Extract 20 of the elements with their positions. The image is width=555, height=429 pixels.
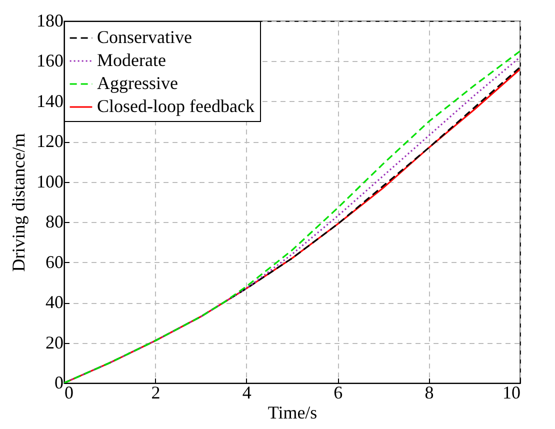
y-tick-label: 80 — [46, 212, 64, 232]
x-tick-label: 8 — [424, 382, 434, 402]
x-tick-label: 2 — [151, 382, 160, 402]
y-tick-label: 160 — [36, 50, 64, 71]
legend-label: Conservative — [97, 27, 192, 47]
legend-label: Aggressive — [97, 73, 178, 93]
y-tick-label: 100 — [36, 171, 64, 192]
legend-label: Closed-loop feedback — [97, 96, 254, 116]
x-tick-label: 4 — [242, 382, 252, 402]
y-axis-title: Driving distance/m — [8, 133, 28, 272]
x-tick-label: 10 — [502, 382, 520, 402]
y-tick-label: 40 — [46, 292, 64, 312]
y-tick-label: 120 — [36, 131, 64, 152]
x-tick-label: 6 — [334, 382, 343, 402]
y-tick-label: 20 — [46, 332, 64, 352]
x-axis-title: Time/s — [268, 402, 318, 422]
legend-label: Moderate — [97, 50, 166, 70]
y-tick-label: 60 — [46, 252, 64, 272]
y-tick-label: 180 — [36, 10, 64, 30]
y-tick-label: 140 — [36, 90, 64, 111]
